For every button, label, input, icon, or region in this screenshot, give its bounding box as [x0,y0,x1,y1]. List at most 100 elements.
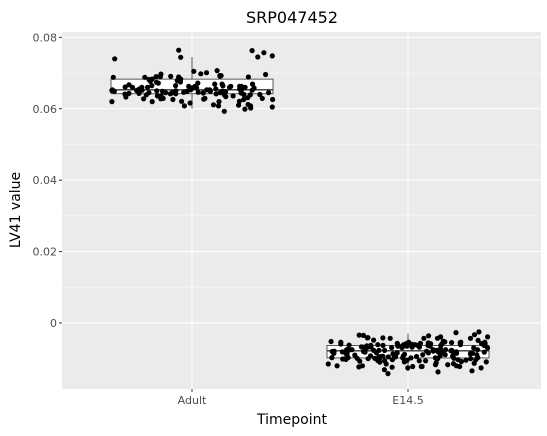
data-point [221,108,227,114]
data-point [237,86,243,92]
data-point [423,358,429,364]
data-point [263,71,269,78]
data-point [261,50,267,56]
data-point [168,73,174,79]
major-gridlines [62,32,541,389]
data-point [380,353,386,359]
data-point [236,98,242,104]
data-point [126,90,132,96]
data-point [236,102,242,108]
data-point [325,361,331,367]
data-point [170,96,176,103]
data-point [146,76,152,83]
data-point [109,99,115,105]
data-point [389,364,395,370]
data-point [400,355,406,361]
data-point [122,84,128,90]
data-point [478,365,484,371]
data-point [481,349,487,355]
data-point [371,337,377,343]
data-point [405,365,411,371]
data-point [385,354,391,360]
data-point [155,80,161,86]
data-point [413,353,420,360]
data-point [457,342,463,348]
data-point [109,87,115,94]
data-point [416,358,422,364]
data-point [249,48,255,54]
data-point [430,348,436,354]
data-point [329,355,335,361]
x-tick-label: E14.5 [392,394,423,407]
data-point [219,81,225,87]
data-point [375,342,381,348]
data-point [134,87,140,94]
data-point [343,356,349,362]
data-point [266,90,272,96]
x-axis-ticks: Adult E14.5 [178,389,424,407]
data-point [112,56,118,62]
data-point [214,68,220,74]
data-point [200,90,206,96]
data-point [368,353,374,359]
data-point [432,355,438,361]
data-point [410,363,416,370]
data-point [404,357,410,363]
data-point [255,54,261,60]
data-point [195,89,201,95]
data-point [356,364,362,370]
y-tick-label: 0.06 [33,103,58,116]
data-point [181,89,187,95]
data-point [270,96,276,103]
data-point [149,83,155,89]
data-point [421,335,427,341]
data-point [257,91,263,98]
data-point [217,73,223,79]
data-point [216,99,222,105]
data-point [474,347,481,353]
x-axis-label: Timepoint [256,412,327,428]
data-point [484,345,491,351]
data-point [471,332,478,338]
data-point [139,84,145,90]
data-point [356,332,362,338]
data-point [468,350,474,356]
data-point [475,355,481,361]
data-point [142,74,148,80]
data-point [387,335,393,341]
data-point [365,335,371,341]
data-point [226,84,233,90]
data-point [247,92,253,98]
data-point [389,345,395,351]
data-point [476,329,482,335]
data-point [383,361,389,367]
chart-title: SRP047452 [246,8,338,27]
data-point [453,330,459,336]
data-point [176,47,182,53]
data-point [450,348,456,355]
data-point [215,103,222,109]
data-point [346,342,352,348]
data-point [230,93,236,99]
data-point [479,341,485,347]
data-point [249,87,255,93]
data-point [210,102,217,108]
y-tick-label: 0.08 [33,31,58,44]
data-point [153,74,159,80]
data-point [376,354,382,360]
data-point [249,81,256,87]
data-point [247,103,254,109]
data-point [259,95,265,101]
data-point [129,84,136,90]
data-point [223,94,229,100]
data-point [395,343,401,349]
data-point [178,76,184,82]
data-point [328,338,334,345]
data-point [440,349,446,355]
data-point [213,91,219,97]
data-point [426,333,432,339]
data-point [191,68,197,74]
data-point [204,87,210,93]
data-point [380,342,386,348]
